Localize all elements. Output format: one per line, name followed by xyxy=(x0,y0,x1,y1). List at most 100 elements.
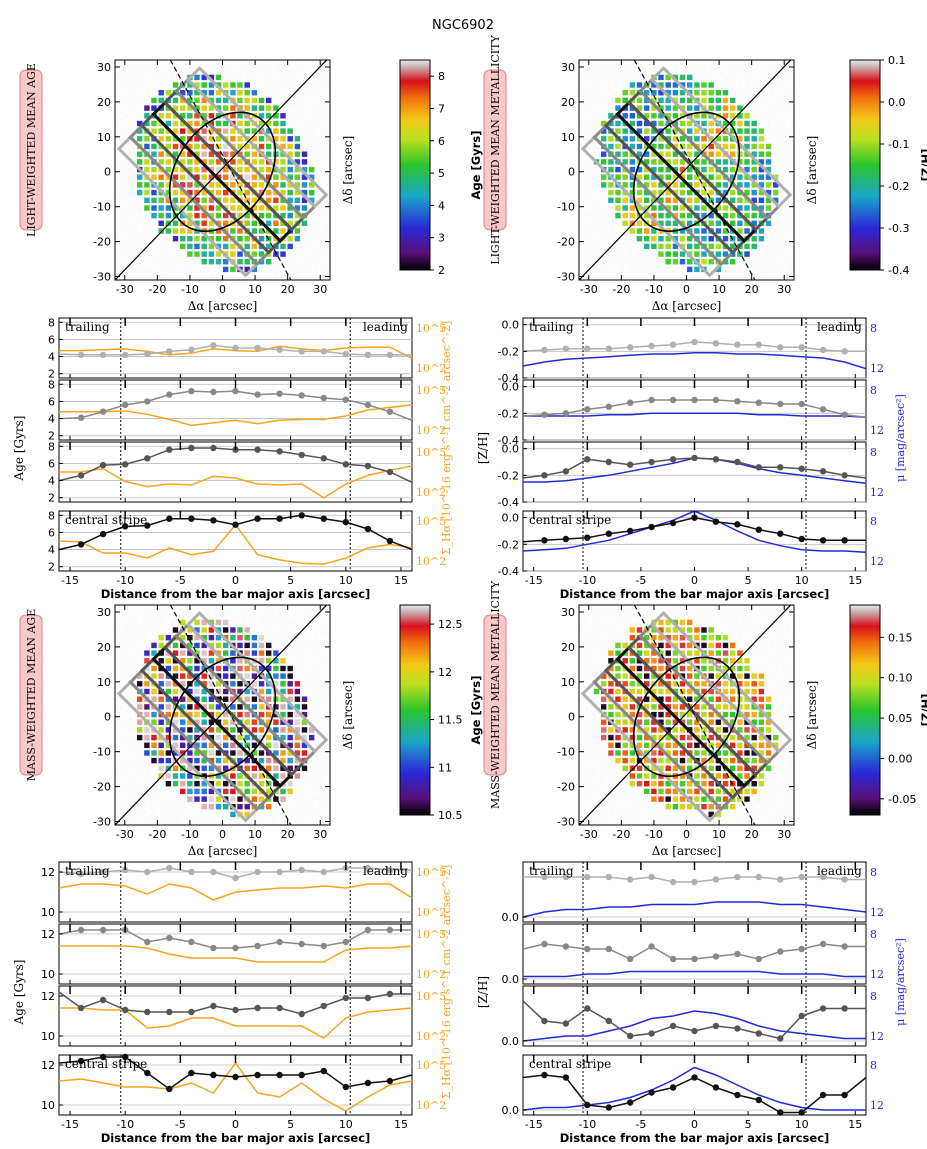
profile-point xyxy=(232,944,239,952)
profile-point xyxy=(734,398,741,405)
colorbar-tick-label: -0.4 xyxy=(888,264,909,277)
colorbar-label: [Z/H] xyxy=(919,694,927,727)
profile-point xyxy=(144,350,151,358)
profile-point xyxy=(144,868,151,876)
profile-panel: 10 12 10^5 10^2 trailing leading xyxy=(41,861,446,923)
right-y-axis-label: μ [mag/arcsec²] xyxy=(894,394,907,482)
x-tick-label: 10 xyxy=(339,1118,353,1131)
profile-point xyxy=(691,955,698,963)
profile-point xyxy=(798,1012,805,1020)
x-tick-label: 15 xyxy=(394,1118,408,1131)
colorbar-label: Age [Gyrs] xyxy=(469,131,483,200)
surface-brightness-line xyxy=(522,1066,866,1111)
profile-panel: 0.0 8 12 xyxy=(502,985,884,1048)
map-title: LIGHT-WEIGHTED MEAN AGE xyxy=(25,63,38,237)
colorbar-tick-label: -0.2 xyxy=(888,180,909,193)
profile-point xyxy=(562,873,570,881)
profile-point xyxy=(712,876,720,883)
profile-point xyxy=(166,446,173,453)
bar-ellipse xyxy=(168,656,277,778)
profile-point xyxy=(166,864,173,872)
profile-point xyxy=(605,403,612,410)
y-tick-label: 6 xyxy=(48,526,55,539)
right-tick-label: 8 xyxy=(870,322,877,335)
x-tick-label: 0 xyxy=(683,828,690,841)
x-tick-label: -15 xyxy=(525,1118,543,1131)
y-tick-label: 10 xyxy=(561,131,575,144)
profile-point xyxy=(605,873,612,881)
profile-point xyxy=(755,955,762,963)
profile-point xyxy=(144,1008,151,1016)
y-tick-label: 6 xyxy=(48,457,55,470)
profile-point xyxy=(276,938,283,946)
bar-minor-axis-line xyxy=(633,605,756,825)
right-tick-label: 10^2 xyxy=(416,362,446,375)
profile-point xyxy=(691,1027,698,1035)
y-tick-label: -20 xyxy=(93,236,111,249)
profile-frame xyxy=(522,985,867,1047)
profile-point xyxy=(77,472,85,479)
profile-point xyxy=(232,1006,239,1014)
profile-point xyxy=(755,1096,762,1104)
map-title-badge xyxy=(483,69,507,231)
panel-annotation: leading xyxy=(817,320,862,334)
y-tick-label: -0.4 xyxy=(498,565,519,578)
x-axis-label: Δα [arcsec] xyxy=(652,844,722,858)
map-panel: -30 -20 -10 0 10 20 30 -30 -20 -10 0 10 20 30 Δα [arcs… xyxy=(483,35,927,313)
profile-point xyxy=(210,517,217,524)
y-tick-label: 2 xyxy=(48,368,55,381)
profile-point xyxy=(755,526,762,533)
profile-point xyxy=(232,874,239,882)
profile-point xyxy=(276,1071,283,1079)
map-title-badge xyxy=(483,614,507,776)
map-panel: -30 -20 -10 0 10 20 30 -30 -20 -10 0 10 20 30 Δα [arcs… xyxy=(19,59,483,313)
y-tick-label: 2 xyxy=(48,492,55,505)
profile-point xyxy=(298,392,305,399)
profile-point xyxy=(584,1005,591,1012)
profile-point xyxy=(712,1084,720,1091)
panel-annotation: central stripe xyxy=(529,513,611,527)
colorbar xyxy=(399,604,431,816)
y-tick-label: -30 xyxy=(93,816,111,829)
y-axis-label: Δδ [arcsec] xyxy=(341,136,355,205)
profile-point xyxy=(819,940,827,948)
y-tick-label: 30 xyxy=(97,61,111,74)
profile-point xyxy=(562,1074,570,1081)
x-tick-label: -15 xyxy=(61,1118,79,1131)
profile-point xyxy=(584,1101,591,1109)
colorbar-tick-label: 0.15 xyxy=(888,631,913,644)
y-tick-label: -10 xyxy=(557,746,575,759)
profile-point xyxy=(627,1099,634,1106)
profile-point xyxy=(841,943,848,950)
profile-point xyxy=(254,942,261,950)
bar-major-axis-line xyxy=(115,605,328,825)
profile-point xyxy=(627,527,634,535)
y-tick-label: 0.0 xyxy=(502,512,520,525)
profile-point xyxy=(99,530,107,538)
x-tick-label: 0 xyxy=(232,574,239,587)
profile-panel: -0.4 -0.2 0.0 8 12 central stripe xyxy=(498,510,884,578)
profile-frame xyxy=(58,985,413,1047)
x-tick-label: -5 xyxy=(635,1118,646,1131)
profile-point xyxy=(734,950,741,958)
profile-point xyxy=(669,519,677,527)
x-tick-label: 20 xyxy=(281,283,295,296)
profile-panel: 2 4 6 8 10^5 10^2 xyxy=(48,378,446,442)
profile-point xyxy=(210,1002,217,1010)
profile-panel: 10 12 10^5 10^2 central stripe xyxy=(41,1053,446,1116)
profile-point xyxy=(648,396,655,404)
profile-point xyxy=(364,462,372,470)
colorbar xyxy=(849,59,881,271)
profile-column: 0.0 8 12 trailing leading 0.0 8 12 0.0 8 12 0.0 8 12 c… xyxy=(476,861,907,1145)
profile-point xyxy=(734,1091,741,1099)
profile-point xyxy=(648,1030,655,1037)
x-tick-label: -10 xyxy=(181,283,199,296)
right-tick-label: 10^5 xyxy=(416,384,446,397)
profile-point xyxy=(798,945,805,953)
y-tick-label: 0 xyxy=(568,166,575,179)
x-tick-label: 10 xyxy=(248,283,262,296)
right-tick-label: 8 xyxy=(870,384,877,397)
profile-point xyxy=(841,876,848,883)
